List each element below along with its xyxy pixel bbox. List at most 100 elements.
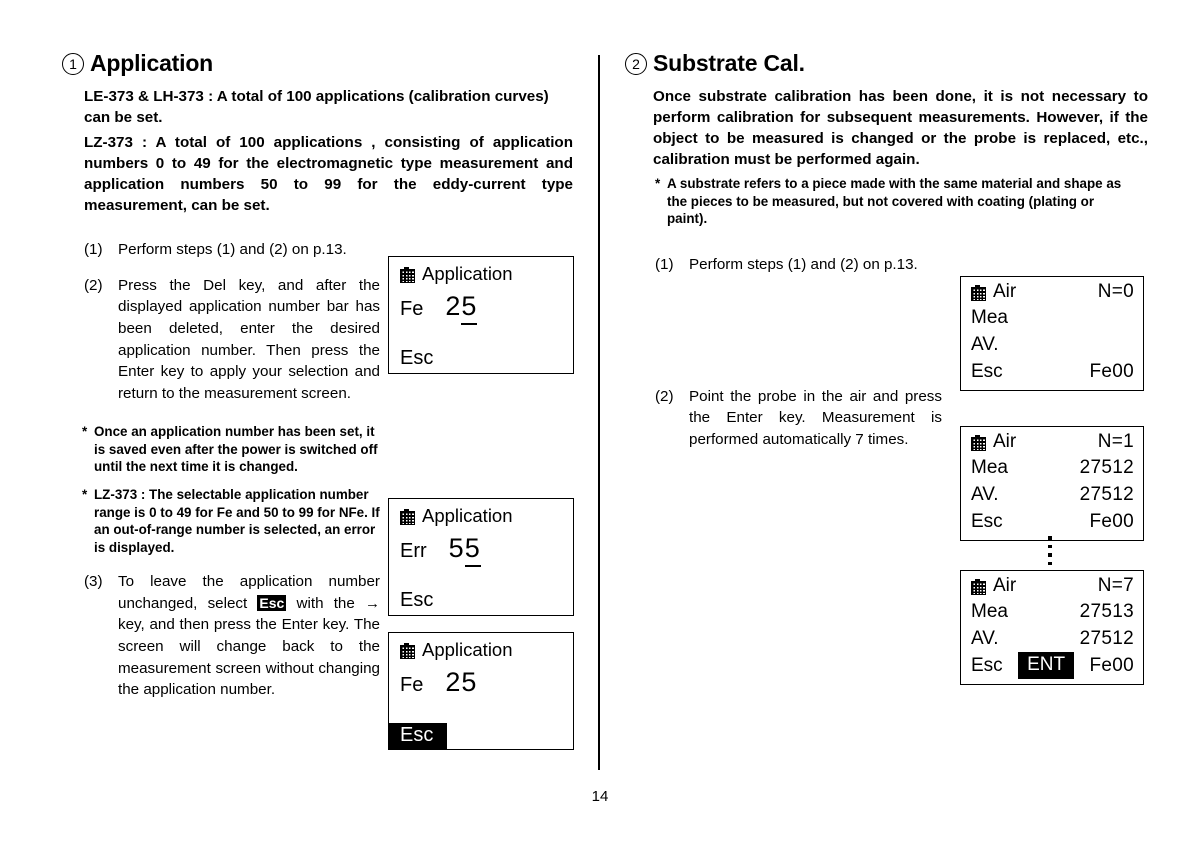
battery-icon xyxy=(400,643,415,659)
lcd-footer-app: Fe00 xyxy=(1089,654,1134,676)
lcd-count-value: N=1 xyxy=(1097,430,1134,452)
lcd-screen-application-25: Application Fe 25 Esc xyxy=(388,256,574,374)
lcd-mode-label: Fe xyxy=(400,674,424,696)
lcd-value-row: Err 55 xyxy=(389,527,573,567)
lcd-screen-air-n1: Air N=1 Mea 27512 AV. 27512 Esc Fe00 xyxy=(960,426,1144,541)
step-marker: (1) xyxy=(84,240,103,258)
step3-text-part-1: To leave the application number unchange… xyxy=(118,572,380,612)
lcd-row-av: AV. xyxy=(961,331,1143,358)
step-item-3: (3) To leave the application number unch… xyxy=(84,571,380,701)
lcd-row-footer: Esc Fe00 xyxy=(961,508,1143,535)
lcd-title: Air xyxy=(993,430,1017,452)
lcd-screen-air-n0: Air N=0 Mea AV. Esc Fe00 xyxy=(960,276,1144,391)
step-text: Point the probe in the air and press the… xyxy=(689,387,942,449)
battery-icon xyxy=(971,434,986,451)
lcd-title: Air xyxy=(993,574,1017,596)
right-column: 2 Substrate Cal. Once substrate calibrat… xyxy=(625,50,1150,451)
ellipsis-dot xyxy=(1048,553,1052,557)
lcd-title: Application xyxy=(422,505,513,526)
ellipsis-dot xyxy=(1048,544,1052,548)
lcd-footer-ent-selected[interactable]: ENT xyxy=(1018,652,1075,679)
lcd-title: Application xyxy=(422,263,513,284)
lcd-number-value: 25 xyxy=(445,667,477,698)
lcd-header: Application xyxy=(389,499,573,527)
lcd-value-row: Fe 25 xyxy=(389,285,573,325)
step-marker: (1) xyxy=(655,255,674,273)
lcd-value-row: Fe 25 xyxy=(389,661,573,698)
lcd-row-mea: Mea 27512 xyxy=(961,454,1143,481)
lcd-title: Application xyxy=(422,639,513,660)
ellipsis-dot xyxy=(1048,561,1052,565)
lcd-title: Air xyxy=(993,280,1017,302)
note-star: * xyxy=(82,423,88,439)
lcd-row-av: AV. 27512 xyxy=(961,625,1143,652)
lcd-footer-esc[interactable]: Esc xyxy=(971,360,1003,382)
battery-icon xyxy=(400,267,415,283)
lcd-row-left: Air xyxy=(971,281,1016,303)
lcd-screen-air-n7: Air N=7 Mea 27513 AV. 27512 Esc ENT Fe00 xyxy=(960,570,1144,685)
left-column: 1 Application LE-373 & LH-373 : A total … xyxy=(62,50,577,701)
vertical-ellipsis xyxy=(1048,536,1052,565)
lcd-footer-esc-selected[interactable]: Esc xyxy=(389,723,448,749)
note-text: A substrate refers to a piece made with … xyxy=(667,175,1122,227)
lcd-row-label: Mea xyxy=(971,306,1008,328)
note-text: LZ-373 : The selectable application numb… xyxy=(94,487,380,556)
step-text: Press the Del key, and after the display… xyxy=(118,276,380,403)
lcd-row-label: Mea xyxy=(971,600,1008,622)
lcd-row-label: AV. xyxy=(971,627,999,649)
lcd-row-footer: Esc ENT Fe00 xyxy=(961,652,1143,679)
lcd-footer-app: Fe00 xyxy=(1089,510,1134,532)
step-item: (1) Perform steps (1) and (2) on p.13. xyxy=(655,254,955,276)
lcd-header: Application xyxy=(389,633,573,661)
lcd-screen-application-esc-selected: Application Fe 25 Esc xyxy=(388,632,574,750)
battery-icon xyxy=(971,284,986,301)
lcd-number-head: 5 xyxy=(448,533,465,563)
lcd-mode-label: Fe xyxy=(400,298,424,320)
note-star: * xyxy=(82,487,88,503)
lcd-row-label: AV. xyxy=(971,333,999,355)
step-item: (2) Press the Del key, and after the dis… xyxy=(84,275,380,405)
intro-paragraph-2: LZ-373 : A total of 100 applications , c… xyxy=(84,133,573,214)
lcd-mode-label: Err xyxy=(400,540,427,562)
lcd-row-value: 27512 xyxy=(1079,483,1134,505)
lcd-count-value: N=0 xyxy=(1097,280,1134,302)
lcd-row-footer: Esc Fe00 xyxy=(961,358,1143,385)
battery-icon xyxy=(400,509,415,525)
lcd-row-mea: Mea xyxy=(961,304,1143,331)
step-text: To leave the application number unchange… xyxy=(118,571,380,701)
step-marker: (2) xyxy=(655,387,674,405)
lcd-footer-esc[interactable]: Esc xyxy=(400,589,434,611)
lcd-footer-app: Fe00 xyxy=(1089,360,1134,382)
lcd-number-cursor-digit: 5 xyxy=(461,291,478,325)
page-title: Application xyxy=(90,50,214,76)
lcd-screen-application-err-55: Application Err 55 Esc xyxy=(388,498,574,616)
note-item: * LZ-373 : The selectable application nu… xyxy=(82,486,382,557)
step-text: Perform steps (1) and (2) on p.13. xyxy=(118,240,347,258)
lcd-footer-esc[interactable]: Esc xyxy=(971,510,1003,532)
lcd-count-value: N=7 xyxy=(1097,574,1134,596)
lcd-row-value: 27512 xyxy=(1079,627,1134,649)
right-arrow-icon: → xyxy=(365,594,381,612)
lcd-row-value: 27512 xyxy=(1079,456,1134,478)
lcd-number-value: 25 xyxy=(445,291,478,325)
step-item: (1) Perform steps (1) and (2) on p.13. xyxy=(84,239,384,261)
section-number-badge: 2 xyxy=(625,52,647,75)
step-text: Perform steps (1) and (2) on p.13. xyxy=(689,255,918,273)
step-marker: (3) xyxy=(84,572,103,590)
note-item: * A substrate refers to a piece made wit… xyxy=(655,175,1135,228)
lcd-number-value: 55 xyxy=(448,533,481,567)
lcd-row-av: AV. 27512 xyxy=(961,481,1143,508)
intro-paragraph: Once substrate calibration has been done… xyxy=(653,88,1148,168)
lcd-footer-esc[interactable]: Esc xyxy=(400,347,434,369)
lcd-footer-esc[interactable]: Esc xyxy=(971,654,1003,676)
step-item: (2) Point the probe in the air and press… xyxy=(655,386,942,451)
lcd-row-value: 27513 xyxy=(1079,600,1134,622)
lcd-number-head: 2 xyxy=(445,291,462,321)
section-title: Substrate Cal. xyxy=(653,50,805,76)
lcd-row-mea: Mea 27513 xyxy=(961,598,1143,625)
lcd-row-air: Air N=0 xyxy=(961,277,1143,304)
step3-text-part-3: key, and then press the Enter key. The s… xyxy=(118,616,380,699)
note-star: * xyxy=(655,175,661,191)
esc-badge-inline: Esc xyxy=(257,594,287,611)
lcd-row-label: Mea xyxy=(971,456,1008,478)
